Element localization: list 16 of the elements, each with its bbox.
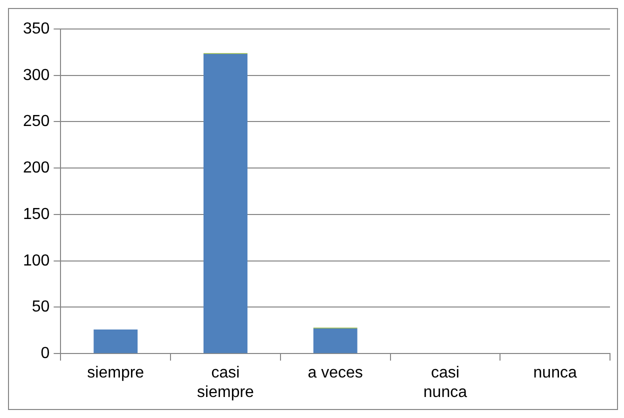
x-tick-label: a veces xyxy=(308,364,363,382)
y-tick-label: 350 xyxy=(22,20,50,38)
y-tick-label: 300 xyxy=(22,66,50,84)
y-tick-label: 50 xyxy=(32,298,50,316)
y-tick-label: 100 xyxy=(22,252,50,270)
y-tick-label: 200 xyxy=(22,160,50,177)
y-tick-label: 250 xyxy=(22,113,50,130)
y-tick-label: 0 xyxy=(40,345,50,362)
x-tick-label: siempre xyxy=(87,364,144,382)
y-tick-label: 150 xyxy=(22,206,50,223)
x-tick-label: nunca xyxy=(533,364,577,382)
bar xyxy=(313,328,358,354)
x-tick-label: casi nunca xyxy=(423,364,468,401)
x-tick-label: casi siempre xyxy=(197,364,254,401)
bar xyxy=(204,54,248,354)
bar xyxy=(94,329,138,354)
